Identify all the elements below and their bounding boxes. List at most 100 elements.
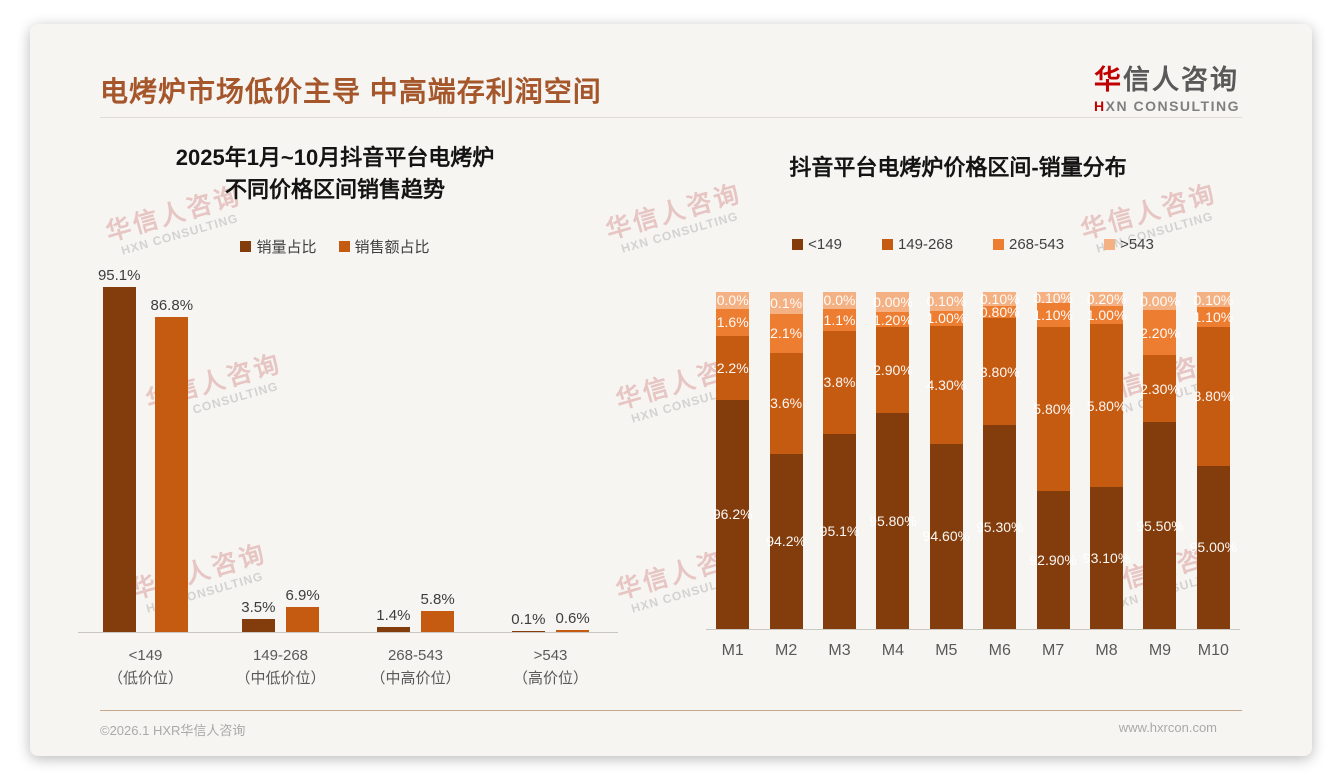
footer-website: www.hxrcon.com [1118,720,1217,735]
logo-chinese-text: 华信人咨询 [1094,65,1240,95]
bar-with-label: 0.6% [556,610,590,632]
stack-column-M10: 95.00% 3.80% 1.10% 0.10% [1187,292,1240,629]
segment-value-label: 3.80% [1193,388,1234,405]
segment-value-label: 93.10% [1082,550,1131,567]
segment-value-label: 1.1% [823,311,856,328]
legend-swatch-icon [338,241,350,252]
category-label->543: >543 （高价位） [512,647,588,687]
bar-with-label: 5.8% [421,591,455,632]
segment-149-268: 2.2% [716,335,750,400]
logo-english-text: HXN CONSULTING [1094,98,1240,114]
bar-value-label: 0.6% [555,609,590,627]
bar-销售额占比-<149 [155,317,189,632]
month-label-M3: M3 [828,642,851,659]
segment->543: 0.0% [823,292,857,309]
segment-value-label: 94.2% [766,533,806,550]
bar-销售额占比-149-268 [286,607,320,632]
page-title: 电烤炉市场低价主导 中高端存利润空间 [100,76,602,107]
segment->543: 0.1% [769,292,803,314]
segment-value-label: 0.0% [716,292,749,309]
segment->543: 0.0% [716,292,750,309]
month-label-M2: M2 [774,642,798,659]
segment-value-label: 2.30% [1140,380,1180,397]
category-label-149-268: 149-268 （中低价位） [235,647,326,687]
segment-value-label: 0.00% [873,294,913,311]
segment-value-label: 0.0% [823,292,856,309]
segment-<149: 93.10% [1083,487,1130,629]
bar-with-label: 0.1% [511,611,546,632]
segment-value-label: 0.10% [1193,291,1234,308]
stacked-bar-M7: 92.90% 5.80% 1.10% 0.10% [1029,290,1077,629]
stacked-bar-M9: 95.50% 2.30% 2.20% 0.00% [1136,292,1184,629]
segment-268-543: 2.20% [1140,310,1180,356]
segment-149-268: 3.80% [1194,327,1233,466]
segment-value-label: 1.00% [926,310,967,327]
stack-column-M6: 95.30% 3.80% 0.80% 0.10% [973,291,1026,629]
segment-value-label: 5.80% [1033,401,1073,418]
segment-149-268: 3.6% [769,352,803,454]
segment-value-label: 0.1% [770,294,803,311]
month-label-M10: M10 [1197,642,1229,659]
legend-swatch-icon [881,239,893,250]
segment-value-label: 2.90% [873,362,913,379]
right-chart-title: 抖音平台电烤炉价格区间-销量分布 [789,155,1127,180]
header-divider [100,117,1242,118]
bar-销量占比-268-543 [376,626,410,632]
segment-149-268: 5.80% [1033,327,1073,491]
legend-item-销量占比: 销量占比 [240,236,317,257]
stack-column-M9: 95.50% 2.30% 2.20% 0.00% [1133,292,1186,629]
segment->543: 0.10% [1033,290,1073,306]
segment-value-label: 92.90% [1029,551,1077,568]
segment-268-543: 2.1% [769,313,803,353]
stack-column-M3: 95.1% 3.8% 1.1% 0.0% [813,292,866,629]
segment->543: 0.20% [1087,291,1127,307]
left-chart-title: 2025年1月~10月抖音平台电烤炉 不同价格区间销售趋势 [100,142,570,206]
segment-value-label: 1.10% [1193,309,1234,326]
bar-group->543: 0.1% 0.6% [483,288,618,632]
segment-<149: 94.60% [923,443,970,629]
legend-label: <149 [808,236,842,253]
legend-item-149-268: 149-268 [881,236,953,253]
segment-value-label: 95.30% [975,519,1024,536]
legend-item-<149: <149 [792,236,842,253]
segment-<149: 95.30% [976,425,1023,629]
stacked-bar-M10: 95.00% 3.80% 1.10% 0.10% [1190,292,1237,629]
segment-268-543: 1.10% [1194,307,1233,328]
segment-<149: 96.2% [713,399,753,629]
segment-value-label: 0.10% [926,293,967,310]
segment-value-label: 1.00% [1086,307,1127,324]
bar-value-label: 0.1% [511,611,546,628]
segment->543: 0.10% [926,292,966,311]
segment-value-label: 3.8% [823,374,856,391]
bar-value-label: 6.9% [285,587,320,604]
bar-value-label: 1.4% [376,606,411,624]
segment-value-label: 5.80% [1086,397,1127,414]
stacked-bar-M1: 96.2% 2.2% 1.6% 0.0% [713,292,753,629]
bar-value-label: 5.8% [420,591,455,608]
bar-with-label: 3.5% [241,599,276,632]
legend-swatch-icon [993,239,1004,250]
left-chart-title-line2: 不同价格区间销售趋势 [224,177,445,202]
segment->543: 0.10% [1194,292,1234,308]
segment-149-268: 3.8% [823,330,857,434]
stack-column-M1: 96.2% 2.2% 1.6% 0.0% [706,292,759,629]
bar-销量占比->543 [511,631,545,632]
segment-value-label: 95.50% [1136,517,1184,534]
segment-value-label: 94.60% [922,528,971,545]
segment-value-label: 1.6% [716,314,749,331]
bar-value-label: 86.8% [150,297,194,315]
segment-268-543: 1.00% [926,310,966,326]
legend-swatch-icon [240,241,252,252]
category-label-<149: <149 （低价位） [107,647,183,687]
slide-card: 华信人咨询 HXN CONSULTING 华信人咨询 HXN CONSULTING 华信… [30,24,1312,756]
segment-268-543: 1.20% [873,312,913,328]
segment-value-label: 3.6% [770,395,803,412]
month-label-M4: M4 [881,642,905,659]
segment-value-label: 96.2% [712,506,753,523]
segment-value-label: 2.20% [1140,324,1180,341]
bar-销量占比-149-268 [241,619,275,632]
right-stacked-bar-chart: 96.2% 2.2% 1.6% 0.0% 94.2% 3.6% 2.1% 0.1% 95.1% 3… [706,290,1240,630]
segment-value-label: 0.80% [979,304,1020,321]
left-bar-chart: 95.1% 86.8% 3.5% 6.9% 1.4% 5.8% 0.1% 0.6% [78,267,618,633]
segment->543: 0.10% [980,291,1020,307]
